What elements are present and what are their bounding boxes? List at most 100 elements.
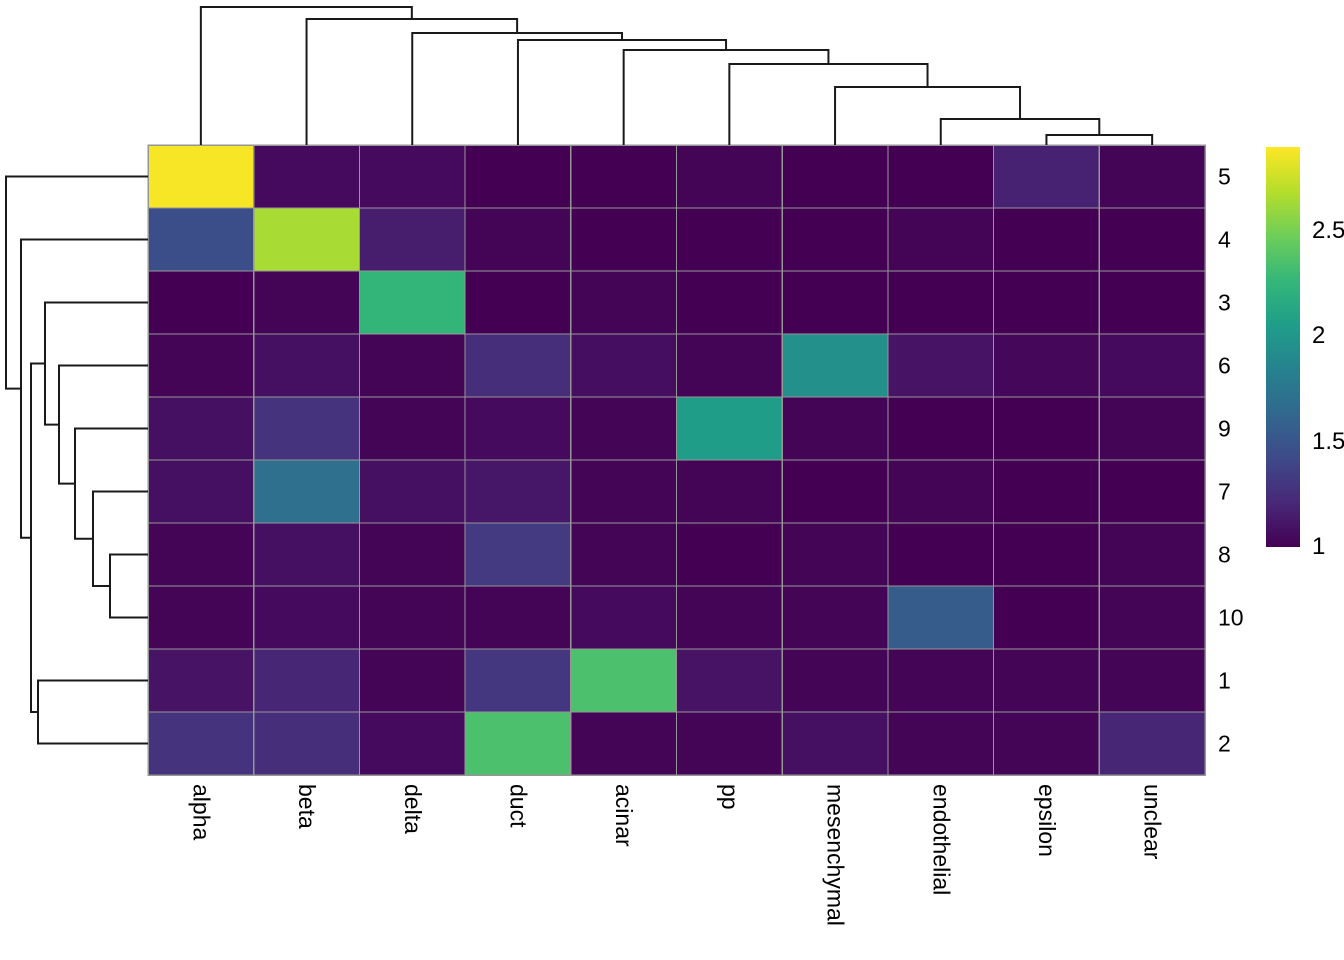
heatmap-cell bbox=[1098, 648, 1206, 713]
colorbar-tick-label: 2 bbox=[1312, 322, 1326, 350]
row-label: 2 bbox=[1218, 730, 1231, 756]
col-label: acinar bbox=[611, 784, 638, 847]
heatmap-cell bbox=[781, 207, 889, 272]
heatmap-cell bbox=[992, 585, 1100, 650]
row-label: 10 bbox=[1218, 604, 1244, 630]
row-dendrogram-link bbox=[74, 427, 148, 540]
col-label: pp bbox=[716, 784, 743, 810]
heatmap-cell bbox=[781, 522, 889, 587]
heatmap-cell bbox=[992, 396, 1100, 461]
heatmap-cell bbox=[147, 585, 255, 650]
heatmap-cell bbox=[781, 711, 889, 776]
heatmap-cell bbox=[147, 711, 255, 776]
heatmap-cell bbox=[253, 459, 360, 524]
heatmap-cell bbox=[464, 207, 572, 272]
heatmap-cell bbox=[1098, 207, 1206, 272]
heatmap-cell bbox=[675, 207, 783, 272]
row-label: 8 bbox=[1218, 541, 1231, 567]
heatmap-cell bbox=[253, 207, 360, 272]
row-dendrogram-link bbox=[109, 553, 148, 619]
heatmap-cell bbox=[992, 144, 1100, 209]
heatmap-cell bbox=[358, 333, 466, 398]
heatmap-cell bbox=[570, 459, 678, 524]
heatmap-cell bbox=[675, 522, 783, 587]
heatmap-cell bbox=[675, 396, 783, 461]
heatmap-cell bbox=[887, 585, 995, 650]
heatmap-cell bbox=[464, 648, 572, 713]
heatmap-cell bbox=[992, 648, 1100, 713]
row-dendrogram-link bbox=[58, 364, 148, 485]
col-dendrogram-link bbox=[516, 39, 728, 145]
heatmap-cell bbox=[1098, 585, 1206, 650]
heatmap-cell bbox=[358, 459, 466, 524]
heatmap-cell bbox=[464, 270, 572, 335]
row-label: 4 bbox=[1218, 226, 1231, 252]
heatmap-cell bbox=[887, 522, 995, 587]
heatmap-cell bbox=[570, 207, 678, 272]
heatmap-cell bbox=[781, 144, 889, 209]
col-label: duct bbox=[505, 784, 532, 828]
col-label: delta bbox=[399, 784, 426, 834]
heatmap-cell bbox=[253, 711, 360, 776]
col-dendrogram-link bbox=[199, 6, 413, 145]
heatmap-cell bbox=[887, 459, 995, 524]
heatmap-cell bbox=[675, 270, 783, 335]
row-label: 9 bbox=[1218, 415, 1231, 441]
heatmap-cell bbox=[147, 396, 255, 461]
heatmap-cell bbox=[464, 585, 572, 650]
heatmap-cell bbox=[570, 144, 678, 209]
heatmap-cell bbox=[464, 144, 572, 209]
heatmap-cell bbox=[887, 270, 995, 335]
heatmap-cell bbox=[1098, 522, 1206, 587]
heatmap-cell bbox=[1098, 711, 1206, 776]
heatmap-cell bbox=[781, 648, 889, 713]
heatmap-cell bbox=[1098, 396, 1206, 461]
heatmap-cell bbox=[253, 585, 360, 650]
col-label: unclear bbox=[1139, 784, 1166, 860]
heatmap-cell bbox=[147, 333, 255, 398]
heatmap-cell bbox=[675, 333, 783, 398]
heatmap-cell bbox=[570, 333, 678, 398]
heatmap-cell bbox=[464, 522, 572, 587]
heatmap-cell bbox=[464, 396, 572, 461]
heatmap-cell bbox=[253, 522, 360, 587]
colorbar-tick-label: 1.5 bbox=[1312, 427, 1344, 455]
row-label: 7 bbox=[1218, 478, 1231, 504]
heatmap-cell bbox=[1098, 270, 1206, 335]
colorbar-gradient bbox=[1266, 147, 1300, 547]
heatmap-cell bbox=[887, 333, 995, 398]
heatmap-cell bbox=[992, 522, 1100, 587]
row-dendrogram-link bbox=[37, 679, 148, 745]
heatmap-cell bbox=[781, 396, 889, 461]
heatmap-cell bbox=[781, 270, 889, 335]
col-dendrogram-link bbox=[834, 86, 1022, 145]
heatmap-cell bbox=[358, 711, 466, 776]
row-dendrogram-link bbox=[5, 175, 148, 390]
heatmap-cell bbox=[1098, 144, 1206, 209]
heatmap-cell bbox=[992, 711, 1100, 776]
heatmap-cell bbox=[992, 270, 1100, 335]
col-label: endothelial bbox=[928, 784, 955, 896]
heatmap-cell bbox=[887, 207, 995, 272]
heatmap-cell bbox=[887, 396, 995, 461]
heatmap-cell bbox=[781, 333, 889, 398]
heatmap-cell bbox=[358, 522, 466, 587]
heatmap-cell bbox=[147, 144, 255, 209]
row-dendrogram-link bbox=[44, 301, 148, 426]
col-dendrogram-link bbox=[1045, 134, 1154, 145]
heatmap-cell bbox=[675, 711, 783, 776]
heatmap-cell bbox=[358, 270, 466, 335]
heatmap-cell bbox=[147, 459, 255, 524]
heatmap-cell bbox=[147, 522, 255, 587]
heatmap-cell bbox=[464, 333, 572, 398]
heatmap-cell bbox=[253, 648, 360, 713]
colorbar-tick-label: 1 bbox=[1312, 533, 1326, 560]
row-label: 3 bbox=[1218, 289, 1231, 315]
heatmap-cell bbox=[464, 711, 572, 776]
row-dendrogram-link bbox=[92, 490, 148, 587]
heatmap-cell bbox=[147, 207, 255, 272]
heatmap-cell bbox=[1098, 333, 1206, 398]
heatmap-cell bbox=[992, 459, 1100, 524]
heatmap-cell bbox=[464, 459, 572, 524]
